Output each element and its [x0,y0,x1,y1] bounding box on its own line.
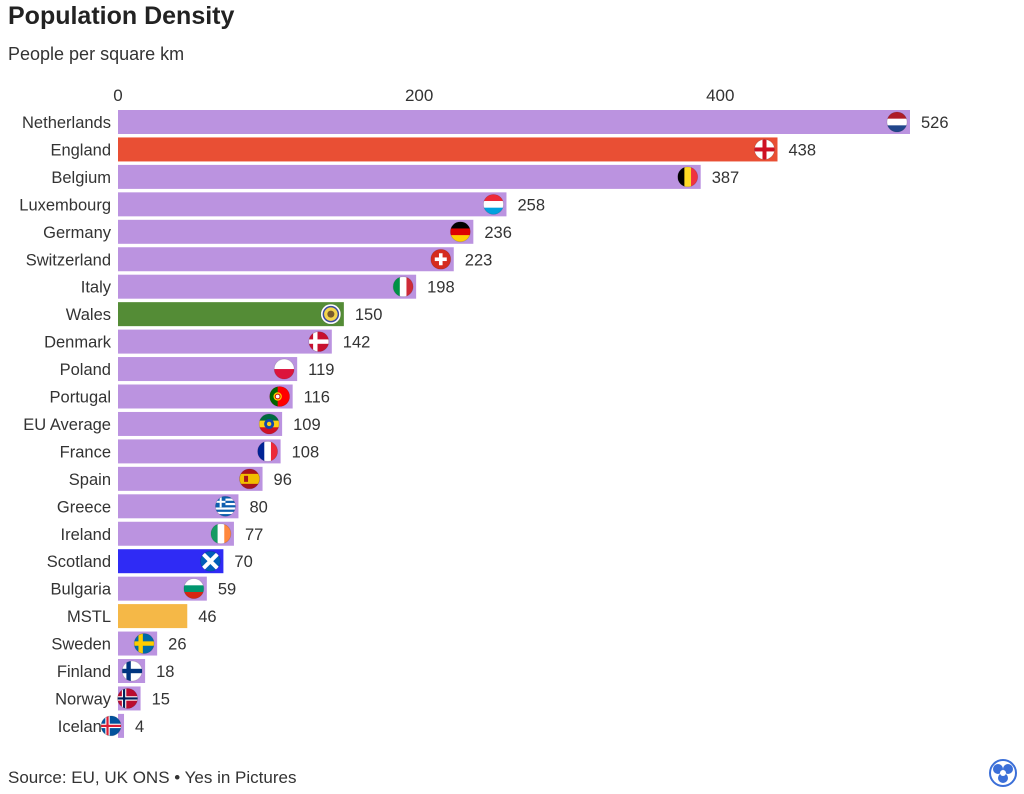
x-tick-label: 400 [706,86,734,105]
chart-subtitle: People per square km [8,44,185,64]
luxembourg-flag-icon [483,193,504,215]
category-label-sweden: Sweden [51,636,111,654]
switzerland-flag-icon [430,248,452,270]
value-label-greece: 80 [249,498,267,516]
category-label-norway: Norway [55,690,112,708]
iceland-flag-icon [100,715,122,737]
bar-chart: 0 200 400 Netherlands 526 England 438 Belgium 38… [19,86,949,738]
denmark-flag-icon [308,331,330,353]
category-label-wales: Wales [66,306,111,324]
category-label-portugal: Portugal [50,389,111,407]
value-label-poland: 119 [308,361,334,379]
bulgaria-flag-icon [183,578,205,600]
wales-flag-icon [320,303,342,325]
value-label-france: 108 [292,443,320,461]
category-label-ireland: Ireland [61,526,111,544]
belgium-flag-icon [677,166,699,188]
category-label-mstl: MSTL [67,608,111,626]
value-label-netherlands: 526 [921,114,949,132]
x-tick-label: 0 [113,86,122,105]
ireland-flag-icon [210,523,232,545]
category-label-germany: Germany [43,224,112,242]
bar-wales [118,302,344,327]
category-label-belgium: Belgium [51,169,111,187]
netherlands-flag-icon [886,111,908,133]
value-label-belgium: 387 [712,169,740,187]
finland-flag-icon [121,660,143,682]
value-label-spain: 96 [274,471,292,489]
portugal-flag-icon [269,386,291,407]
value-label-denmark: 142 [343,334,371,352]
value-label-mstl: 46 [198,608,216,626]
eu-flag-icon [258,413,280,435]
poland-flag-icon [273,358,295,380]
category-label-england: England [50,141,111,159]
italy-flag-icon [392,276,414,298]
bar-eu-average [118,411,283,436]
category-label-bulgaria: Bulgaria [50,581,111,599]
bar-portugal [118,384,293,409]
greece-flag-icon [215,495,236,517]
bar-italy [118,274,417,299]
category-label-eu-average: EU Average [23,416,111,434]
category-label-finland: Finland [57,663,111,681]
bar-spain [118,466,263,491]
category-label-italy: Italy [81,279,112,297]
bar-denmark [118,329,332,354]
bar-luxembourg [118,192,507,217]
england-flag-icon [754,139,775,160]
category-label-iceland: Iceland [58,718,111,736]
bar-poland [118,357,298,382]
value-label-norway: 15 [152,690,170,708]
value-label-germany: 236 [484,224,512,242]
yes-in-pictures-logo-icon [989,759,1017,787]
value-label-italy: 198 [427,279,455,297]
source-footer: Source: EU, UK ONS • Yes in Pictures [8,768,297,787]
bar-netherlands [118,110,910,134]
value-label-portugal: 116 [304,389,330,407]
chart-title: Population Density [8,2,235,30]
category-label-denmark: Denmark [44,334,112,352]
norway-flag-icon [117,688,138,709]
category-label-greece: Greece [57,498,111,516]
germany-flag-icon [449,221,471,243]
category-label-netherlands: Netherlands [22,114,111,132]
value-label-scotland: 70 [234,553,252,571]
category-label-switzerland: Switzerland [26,251,111,269]
value-label-bulgaria: 59 [218,581,236,599]
category-label-france: France [60,443,111,461]
value-label-england: 438 [788,141,816,159]
value-label-wales: 150 [355,306,383,324]
value-label-luxembourg: 258 [517,196,545,214]
bar-england [118,137,778,162]
scotland-flag-icon [199,550,221,572]
value-label-eu-average: 109 [293,416,321,434]
value-label-iceland: 4 [135,718,144,736]
bar-switzerland [118,247,454,272]
bar-belgium [118,164,701,189]
bar-mstl [118,604,188,629]
category-label-luxembourg: Luxembourg [19,196,111,214]
value-label-sweden: 26 [168,636,186,654]
sweden-flag-icon [133,633,155,654]
category-label-poland: Poland [60,361,111,379]
value-label-finland: 18 [156,663,174,681]
france-flag-icon [257,440,279,462]
spain-flag-icon [239,468,260,490]
bar-france [118,439,281,464]
category-label-scotland: Scotland [47,553,111,571]
value-label-ireland: 77 [245,526,263,544]
value-label-switzerland: 223 [465,251,493,269]
category-label-spain: Spain [69,471,111,489]
x-tick-label: 200 [405,86,433,105]
bar-germany [118,219,474,244]
